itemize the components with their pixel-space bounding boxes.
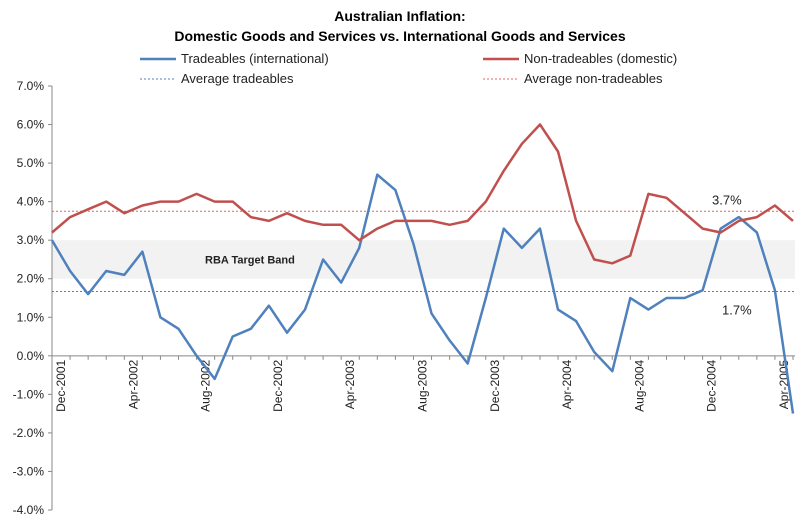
y-tick-label: -3.0% — [13, 464, 45, 478]
avg-tradeables-label: 1.7% — [722, 302, 752, 317]
avg-non-tradeables-label: 3.7% — [712, 192, 742, 207]
y-tick-label: 1.0% — [17, 310, 45, 324]
y-tick-label: -1.0% — [13, 387, 45, 401]
x-tick-label: Dec-2004 — [705, 359, 719, 411]
series-line-non-tradeables — [51, 123, 794, 265]
legend-label-avg-non-tradeables: Average non-tradeables — [524, 71, 663, 86]
y-tick-label: 6.0% — [17, 118, 45, 132]
x-tick-label: Dec-2001 — [54, 359, 68, 411]
y-tick-label: 5.0% — [17, 156, 45, 170]
x-tick-label: Dec-2002 — [271, 359, 285, 411]
legend-label-avg-tradeables: Average tradeables — [181, 71, 294, 86]
target-band — [52, 240, 795, 279]
x-tick-label: Apr-2003 — [343, 360, 357, 410]
x-tick-label: Apr-2002 — [126, 360, 140, 410]
legend-label-tradeables: Tradeables (international) — [181, 51, 329, 66]
y-tick-label: -2.0% — [13, 426, 45, 440]
x-tick-label: Aug-2004 — [632, 359, 646, 411]
chart-title: Australian Inflation: — [334, 8, 465, 24]
y-tick-label: 4.0% — [17, 195, 45, 209]
y-tick-label: 3.0% — [17, 233, 45, 247]
y-tick-label: 7.0% — [17, 79, 45, 93]
legend-label-non-tradeables: Non-tradeables (domestic) — [524, 51, 677, 66]
series-line-tradeables — [50, 173, 795, 414]
x-tick-label: Apr-2004 — [560, 360, 574, 410]
legend: Tradeables (international) Non-tradeable… — [140, 51, 677, 86]
x-tick-label: Dec-2003 — [488, 359, 502, 411]
y-tick-label: 0.0% — [17, 349, 45, 363]
target-band-label: RBA Target Band — [205, 254, 295, 266]
chart-subtitle: Domestic Goods and Services vs. Internat… — [174, 28, 625, 44]
y-tick-label: 2.0% — [17, 272, 45, 286]
y-tick-label: -4.0% — [13, 503, 45, 517]
x-tick-label: Aug-2003 — [416, 359, 430, 411]
